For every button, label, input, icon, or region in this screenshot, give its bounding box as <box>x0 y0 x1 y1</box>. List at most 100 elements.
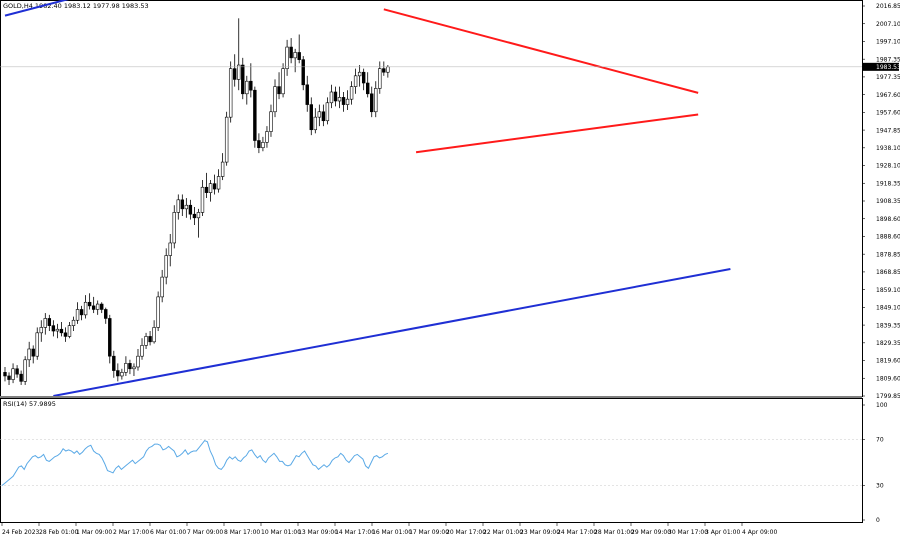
price-tick-label: 1809.60 <box>876 375 900 382</box>
price-axis: 2016.85 2007.10 1997.10 1987.35 1977.35 1967.… <box>862 3 900 400</box>
candle-body <box>67 325 72 337</box>
price-tick-label: 1928.10 <box>876 163 900 170</box>
price-tick-label: 1918.35 <box>876 180 900 187</box>
rsi-line <box>1 439 389 486</box>
candle-body <box>100 303 104 310</box>
candle-body <box>277 86 281 95</box>
candle-body <box>128 363 132 370</box>
candle-body <box>216 176 221 190</box>
rsi-panel-frame <box>0 398 863 523</box>
candle-body <box>228 68 233 118</box>
candle-body <box>23 359 27 382</box>
candle-body <box>27 348 31 361</box>
candle-body <box>386 66 390 73</box>
rsi-tick-label: 100 <box>876 402 888 409</box>
current-price-marker: 1983.53 <box>0 62 900 71</box>
candle-body <box>237 64 241 80</box>
candle-body <box>313 116 318 131</box>
candle-body <box>224 116 229 163</box>
time-tick-label: 6 Mar 01:00 <box>150 529 186 536</box>
rsi-tick-label: 0 <box>876 517 880 524</box>
time-tick-label: 23 Mar 09:00 <box>520 529 560 536</box>
channel-trendline <box>53 268 731 396</box>
candle-body <box>353 75 358 87</box>
channel-trendline <box>4 0 69 17</box>
triangle-lines[interactable] <box>383 8 699 154</box>
time-tick-label: 10 Mar 01:00 <box>261 529 301 536</box>
candle-body <box>152 327 156 343</box>
time-tick-label: 28 Mar 01:00 <box>594 529 634 536</box>
time-tick-label: 29 Mar 09:00 <box>631 529 671 536</box>
candle-body <box>11 368 15 380</box>
candle-body <box>333 91 338 102</box>
candle-body <box>59 328 64 334</box>
candle-body <box>104 309 108 319</box>
price-tick-label: 1829.35 <box>876 340 900 347</box>
candle-body <box>83 301 88 316</box>
price-tick-label: 1819.60 <box>876 358 900 365</box>
candle-body <box>301 59 305 86</box>
candle-body <box>51 325 56 332</box>
current-price-box <box>863 62 899 71</box>
candle-body <box>341 97 346 105</box>
triangle-trendline <box>415 113 699 154</box>
candle-body <box>180 199 185 210</box>
time-tick-label: 30 Mar 17:00 <box>668 529 708 536</box>
candle-body <box>144 336 148 346</box>
time-axis: 24 Feb 2023 28 Feb 01:001 Mar 09:00 2 Mar … <box>1 523 777 536</box>
time-tick-label: 8 Mar 17:00 <box>224 529 260 536</box>
candle-body <box>35 332 39 357</box>
candle-body <box>176 199 180 213</box>
candle-body <box>220 161 225 177</box>
candle-body <box>321 111 326 122</box>
candle-body <box>3 372 7 377</box>
candle-body <box>305 84 309 105</box>
candles <box>3 18 390 385</box>
candle-body <box>156 296 160 328</box>
candle-body <box>382 68 386 73</box>
candle-body <box>233 68 237 80</box>
price-tick-label: 1888.60 <box>876 234 900 241</box>
price-tick-label: 1967.60 <box>876 92 900 99</box>
candle-body <box>329 91 334 104</box>
candle-body <box>257 140 261 149</box>
rsi-header: RSI(14) 57.9895 <box>3 400 56 408</box>
candle-body <box>79 309 84 316</box>
price-tick-label: 1898.60 <box>876 216 900 223</box>
candle-body <box>136 355 140 368</box>
candle-body <box>281 68 285 95</box>
rsi-tick-label: 70 <box>876 437 884 444</box>
candle-body <box>285 46 289 69</box>
price-tick-label: 1839.35 <box>876 322 900 329</box>
candle-body <box>293 52 297 59</box>
candle-body <box>208 183 213 193</box>
time-tick-label: 28 Feb 01:00 <box>39 529 79 536</box>
candle-body <box>132 366 136 370</box>
candle-body <box>345 98 350 105</box>
candle-body <box>160 276 164 298</box>
price-tick-label: 1997.10 <box>876 39 900 46</box>
price-tick-label: 1957.60 <box>876 110 900 117</box>
price-tick-label: 2007.10 <box>876 21 900 28</box>
time-tick-label: 24 Mar 17:00 <box>557 529 597 536</box>
price-tick-label: 1859.10 <box>876 287 900 294</box>
time-tick-label: 2 Mar 17:00 <box>113 529 149 536</box>
candle-body <box>337 97 342 102</box>
candle-body <box>15 368 19 375</box>
candle-body <box>317 111 322 118</box>
time-tick-label: 24 Feb 2023 <box>2 529 40 536</box>
candle-body <box>172 212 176 244</box>
candle-body <box>192 213 197 219</box>
candle-body <box>212 183 217 190</box>
candle-body <box>253 89 257 141</box>
candle-body <box>196 212 201 219</box>
candle-body <box>357 71 362 77</box>
triangle-trendline <box>383 8 699 94</box>
candle-body <box>378 68 382 89</box>
candle-body <box>95 303 100 310</box>
candle-body <box>289 46 293 59</box>
candle-body <box>7 375 11 380</box>
price-tick-label: 1977.35 <box>876 74 900 81</box>
channel-lines[interactable] <box>4 0 731 396</box>
